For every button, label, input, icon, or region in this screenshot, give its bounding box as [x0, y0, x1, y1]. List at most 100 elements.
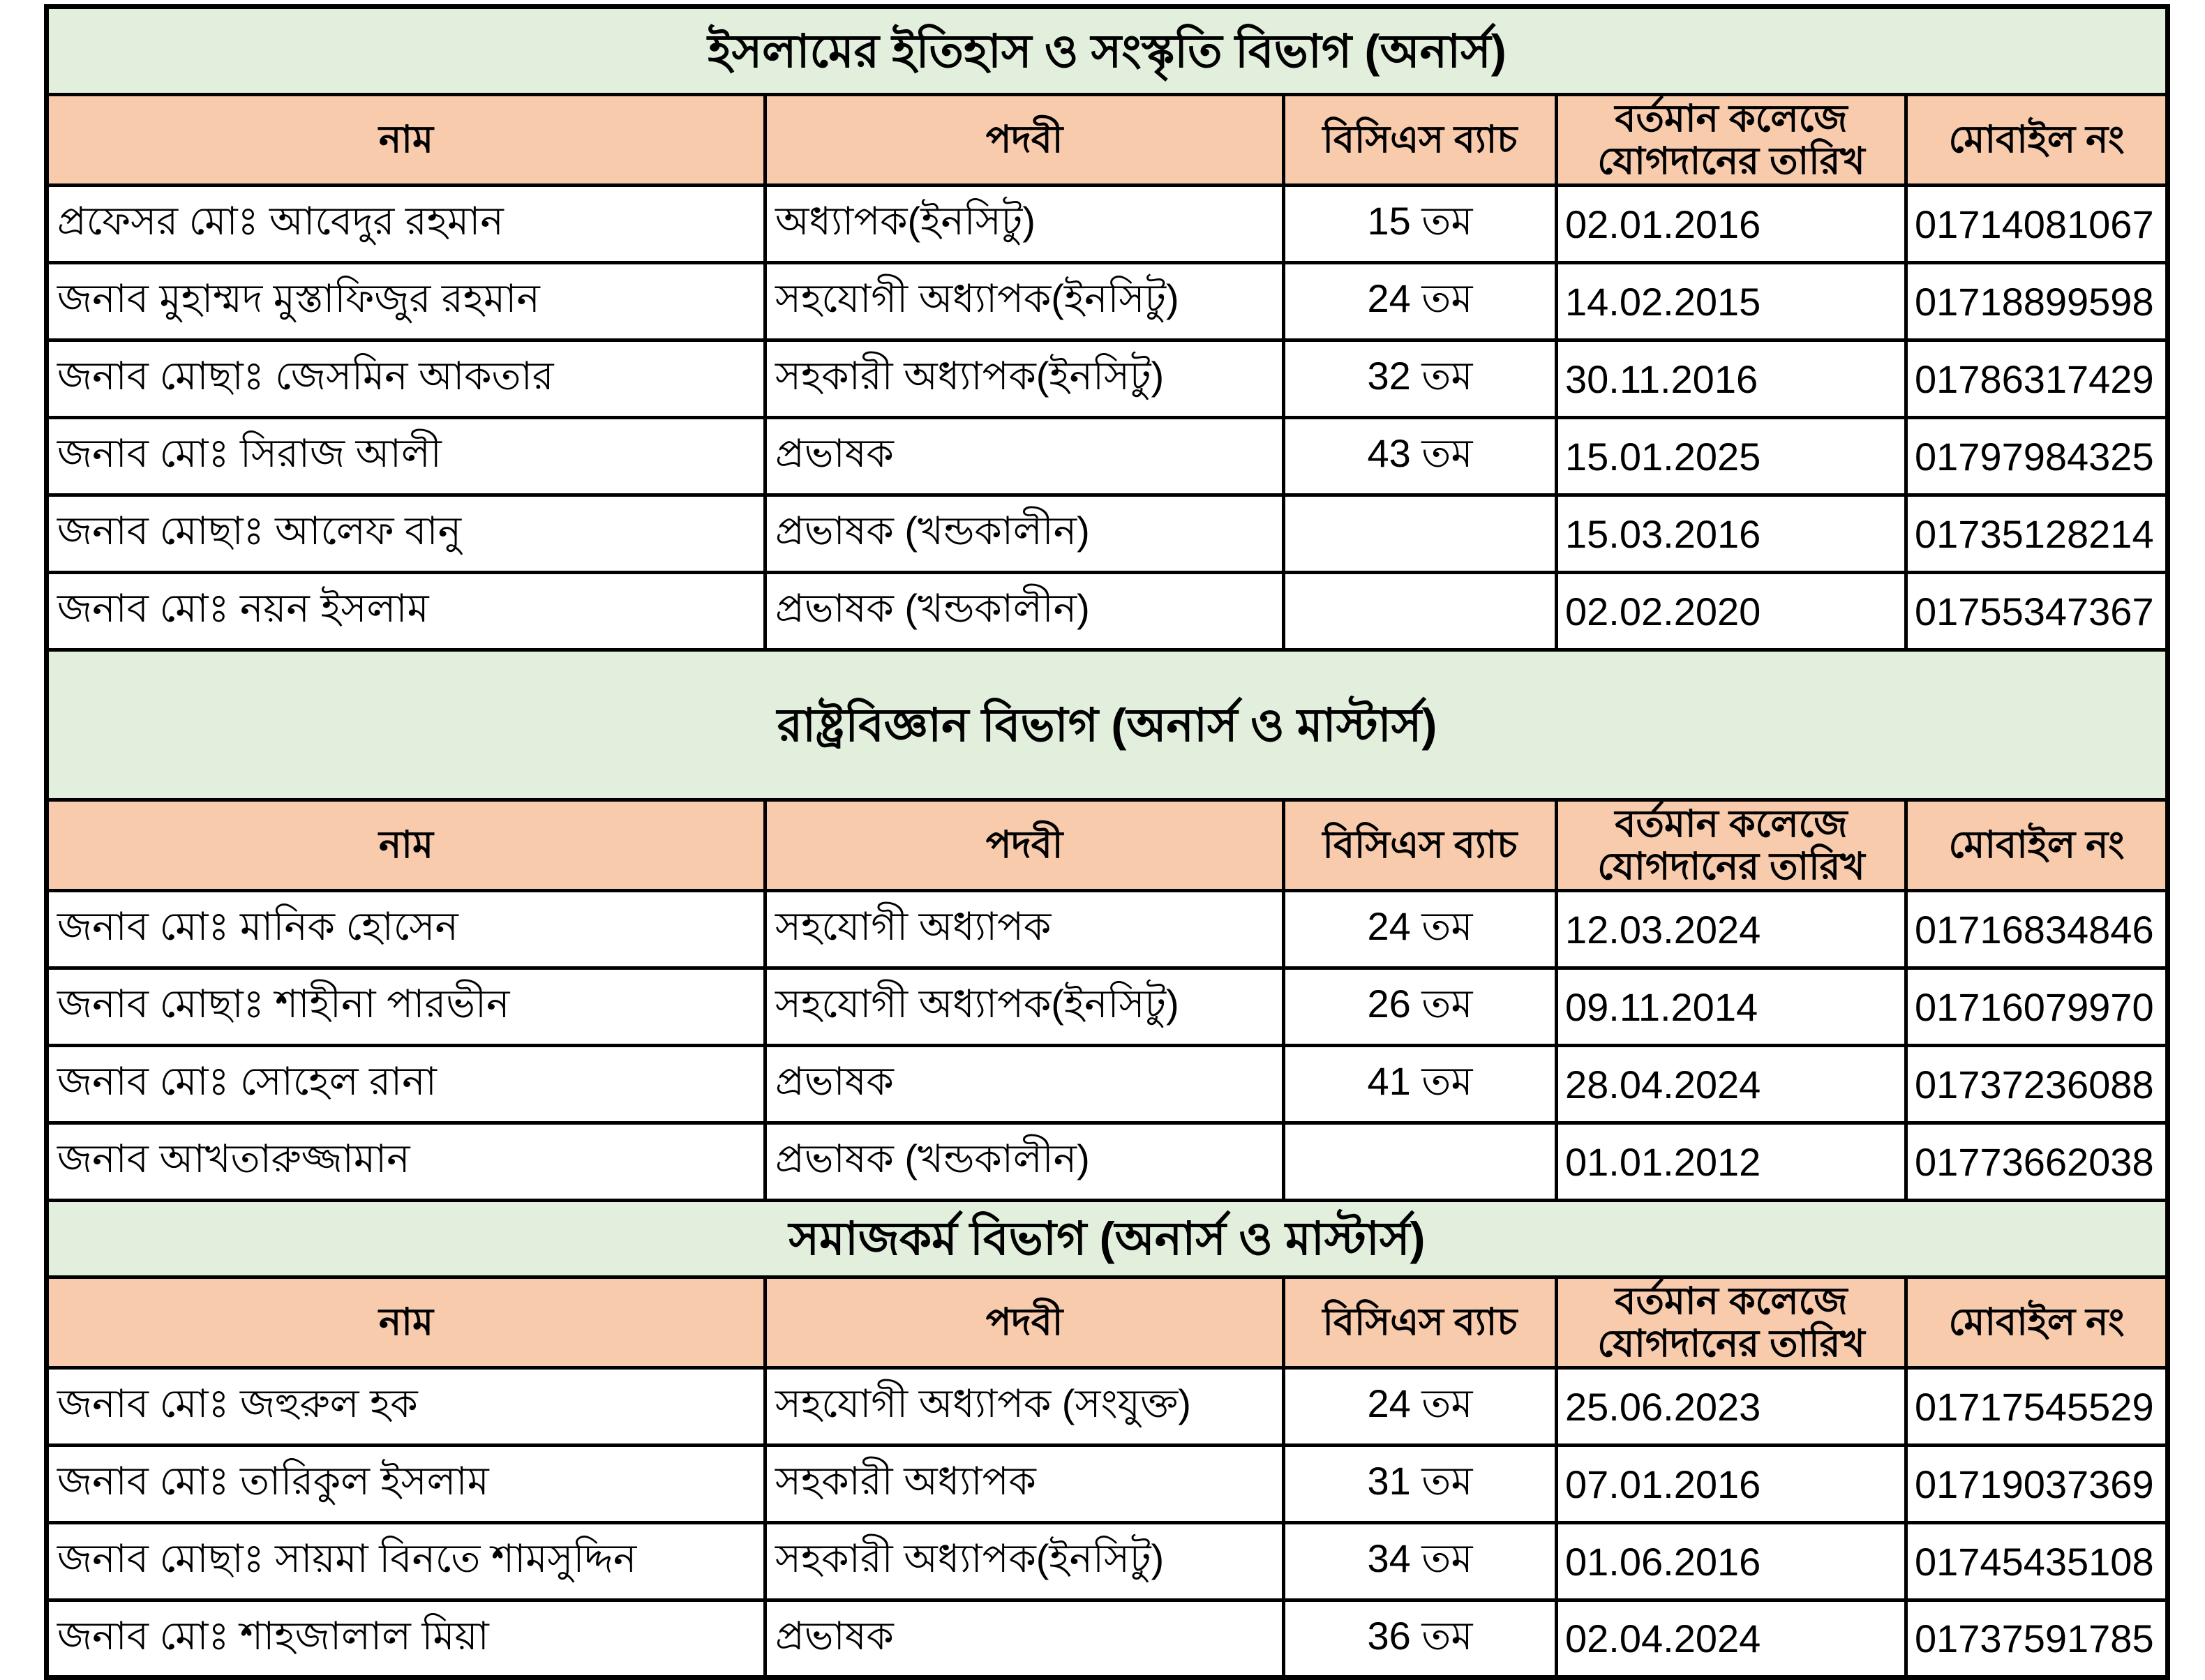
cell-join-date: 02.01.2016	[1555, 183, 1908, 264]
cell-designation: প্রভাষক	[763, 1598, 1285, 1679]
table-row: জনাব মোঃ জহুরুল হক সহযোগী অধ্যাপক (সংযুক…	[45, 1366, 2170, 1447]
column-header-bcs-batch: বিসিএস ব্যাচ	[1282, 93, 1558, 187]
cell-name: প্রফেসর মোঃ আবেদুর রহমান	[45, 183, 767, 264]
cell-designation: সহকারী অধ্যাপক(ইনসিটু)	[763, 338, 1285, 419]
cell-join-date: 01.06.2016	[1555, 1521, 1908, 1602]
table-row: জনাব মোঃ তারিকুল ইসলাম সহকারী অধ্যাপক 31…	[45, 1443, 2170, 1524]
cell-bcs-batch: 34 তম	[1282, 1521, 1558, 1602]
table-row: জনাব মোঃ নয়ন ইসলাম প্রভাষক (খন্ডকালীন) …	[45, 571, 2170, 652]
cell-name: জনাব মুহাম্মদ মুস্তাফিজুর রহমান	[45, 261, 767, 342]
faculty-table: ইসলামের ইতিহাস ও সংস্কৃতি বিভাগ (অনার্স)…	[44, 4, 2171, 1680]
table-row: জনাব মুহাম্মদ মুস্তাফিজুর রহমান সহযোগী অ…	[45, 261, 2170, 342]
cell-mobile: 01786317429	[1904, 338, 2170, 419]
column-header-join-date: বর্তমান কলেজে যোগদানের তারিখ	[1555, 1275, 1908, 1370]
table-row: জনাব মোঃ সোহেল রানা প্রভাষক 41 তম 28.04.…	[45, 1044, 2170, 1125]
cell-mobile: 01773662038	[1904, 1121, 2170, 1202]
cell-mobile: 01718899598	[1904, 261, 2170, 342]
table-row: জনাব মোছাঃ শাহীনা পারভীন সহযোগী অধ্যাপক(…	[45, 966, 2170, 1047]
cell-bcs-batch: 24 তম	[1282, 1366, 1558, 1447]
cell-name: জনাব মোঃ শাহজালাল মিয়া	[45, 1598, 767, 1679]
cell-join-date: 15.03.2016	[1555, 493, 1908, 574]
column-header-mobile: মোবাইল নং	[1904, 798, 2170, 892]
cell-bcs-batch: 36 তম	[1282, 1598, 1558, 1679]
cell-mobile: 01755347367	[1904, 571, 2170, 652]
column-header-designation: পদবী	[763, 93, 1285, 187]
header-row: নাম পদবী বিসিএস ব্যাচ বর্তমান কলেজে যোগদ…	[45, 1275, 2170, 1370]
cell-mobile: 01714081067	[1904, 183, 2170, 264]
cell-bcs-batch: 26 তম	[1282, 966, 1558, 1047]
cell-bcs-batch: 31 তম	[1282, 1443, 1558, 1524]
cell-designation: সহযোগী অধ্যাপক(ইনসিটু)	[763, 261, 1285, 342]
cell-designation: প্রভাষক	[763, 416, 1285, 497]
table-container: ইসলামের ইতিহাস ও সংস্কৃতি বিভাগ (অনার্স)…	[44, 4, 2171, 1680]
cell-mobile: 01737591785	[1904, 1598, 2170, 1679]
column-header-bcs-batch: বিসিএস ব্যাচ	[1282, 1275, 1558, 1370]
cell-name: জনাব মোঃ মানিক হোসেন	[45, 889, 767, 970]
column-header-name: নাম	[45, 798, 767, 892]
cell-bcs-batch: 43 তম	[1282, 416, 1558, 497]
section-title-row: সমাজকর্ম বিভাগ (অনার্স ও মাস্টার্স)	[44, 1199, 2170, 1279]
cell-name: জনাব মোঃ তারিকুল ইসলাম	[45, 1443, 767, 1524]
column-header-join-date: বর্তমান কলেজে যোগদানের তারিখ	[1555, 798, 1908, 892]
table-row: জনাব মোঃ সিরাজ আলী প্রভাষক 43 তম 15.01.2…	[45, 416, 2170, 497]
section-title: সমাজকর্ম বিভাগ (অনার্স ও মাস্টার্স)	[44, 1199, 2170, 1279]
cell-mobile: 01716079970	[1904, 966, 2170, 1047]
column-header-name: নাম	[45, 93, 767, 187]
cell-join-date: 07.01.2016	[1555, 1443, 1908, 1524]
cell-join-date: 15.01.2025	[1555, 416, 1908, 497]
table-row: প্রফেসর মোঃ আবেদুর রহমান অধ্যাপক(ইনসিটু)…	[45, 183, 2170, 264]
cell-bcs-batch	[1282, 1121, 1558, 1202]
cell-bcs-batch: 32 তম	[1282, 338, 1558, 419]
cell-bcs-batch: 24 তম	[1282, 889, 1558, 970]
cell-join-date: 02.02.2020	[1555, 571, 1908, 652]
cell-join-date: 12.03.2024	[1555, 889, 1908, 970]
header-row: নাম পদবী বিসিএস ব্যাচ বর্তমান কলেজে যোগদ…	[45, 798, 2170, 892]
cell-join-date: 14.02.2015	[1555, 261, 1908, 342]
cell-designation: প্রভাষক (খন্ডকালীন)	[763, 1121, 1285, 1202]
column-header-mobile: মোবাইল নং	[1904, 1275, 2170, 1370]
section-title: ইসলামের ইতিহাস ও সংস্কৃতি বিভাগ (অনার্স)	[44, 5, 2170, 96]
table-row: জনাব মোঃ শাহজালাল মিয়া প্রভাষক 36 তম 02…	[45, 1598, 2170, 1679]
cell-designation: সহযোগী অধ্যাপক (সংযুক্ত)	[763, 1366, 1285, 1447]
column-header-join-date: বর্তমান কলেজে যোগদানের তারিখ	[1555, 93, 1908, 187]
cell-mobile: 01735128214	[1904, 493, 2170, 574]
header-row: নাম পদবী বিসিএস ব্যাচ বর্তমান কলেজে যোগদ…	[45, 93, 2170, 187]
cell-join-date: 01.01.2012	[1555, 1121, 1908, 1202]
table-row: জনাব আখতারুজ্জামান প্রভাষক (খন্ডকালীন) 0…	[45, 1121, 2170, 1202]
cell-designation: প্রভাষক (খন্ডকালীন)	[763, 493, 1285, 574]
section-title-row: রাষ্ট্রবিজ্ঞান বিভাগ (অনার্স ও মাস্টার্স…	[44, 648, 2170, 802]
cell-name: জনাব মোছাঃ শাহীনা পারভীন	[45, 966, 767, 1047]
cell-name: জনাব মোঃ সোহেল রানা	[45, 1044, 767, 1125]
cell-join-date: 25.06.2023	[1555, 1366, 1908, 1447]
cell-name: জনাব আখতারুজ্জামান	[45, 1121, 767, 1202]
column-header-designation: পদবী	[763, 798, 1285, 892]
cell-bcs-batch: 41 তম	[1282, 1044, 1558, 1125]
cell-designation: সহযোগী অধ্যাপক(ইনসিটু)	[763, 966, 1285, 1047]
cell-join-date: 09.11.2014	[1555, 966, 1908, 1047]
section-title: রাষ্ট্রবিজ্ঞান বিভাগ (অনার্স ও মাস্টার্স…	[44, 648, 2170, 802]
cell-mobile: 01716834846	[1904, 889, 2170, 970]
table-row: জনাব মোঃ মানিক হোসেন সহযোগী অধ্যাপক 24 ত…	[45, 889, 2170, 970]
cell-designation: সহকারী অধ্যাপক(ইনসিটু)	[763, 1521, 1285, 1602]
cell-bcs-batch: 15 তম	[1282, 183, 1558, 264]
cell-bcs-batch	[1282, 571, 1558, 652]
cell-designation: অধ্যাপক(ইনসিটু)	[763, 183, 1285, 264]
table-row: জনাব মোছাঃ জেসমিন আকতার সহকারী অধ্যাপক(ই…	[45, 338, 2170, 419]
column-header-name: নাম	[45, 1275, 767, 1370]
cell-mobile: 01737236088	[1904, 1044, 2170, 1125]
cell-designation: সহকারী অধ্যাপক	[763, 1443, 1285, 1524]
cell-name: জনাব মোঃ নয়ন ইসলাম	[45, 571, 767, 652]
cell-designation: সহযোগী অধ্যাপক	[763, 889, 1285, 970]
cell-mobile: 01797984325	[1904, 416, 2170, 497]
column-header-mobile: মোবাইল নং	[1904, 93, 2170, 187]
cell-name: জনাব মোঃ জহুরুল হক	[45, 1366, 767, 1447]
cell-bcs-batch	[1282, 493, 1558, 574]
cell-name: জনাব মোঃ সিরাজ আলী	[45, 416, 767, 497]
cell-name: জনাব মোছাঃ জেসমিন আকতার	[45, 338, 767, 419]
cell-name: জনাব মোছাঃ আলেফ বানু	[45, 493, 767, 574]
cell-join-date: 30.11.2016	[1555, 338, 1908, 419]
cell-bcs-batch: 24 তম	[1282, 261, 1558, 342]
cell-mobile: 01717545529	[1904, 1366, 2170, 1447]
cell-mobile: 01719037369	[1904, 1443, 2170, 1524]
